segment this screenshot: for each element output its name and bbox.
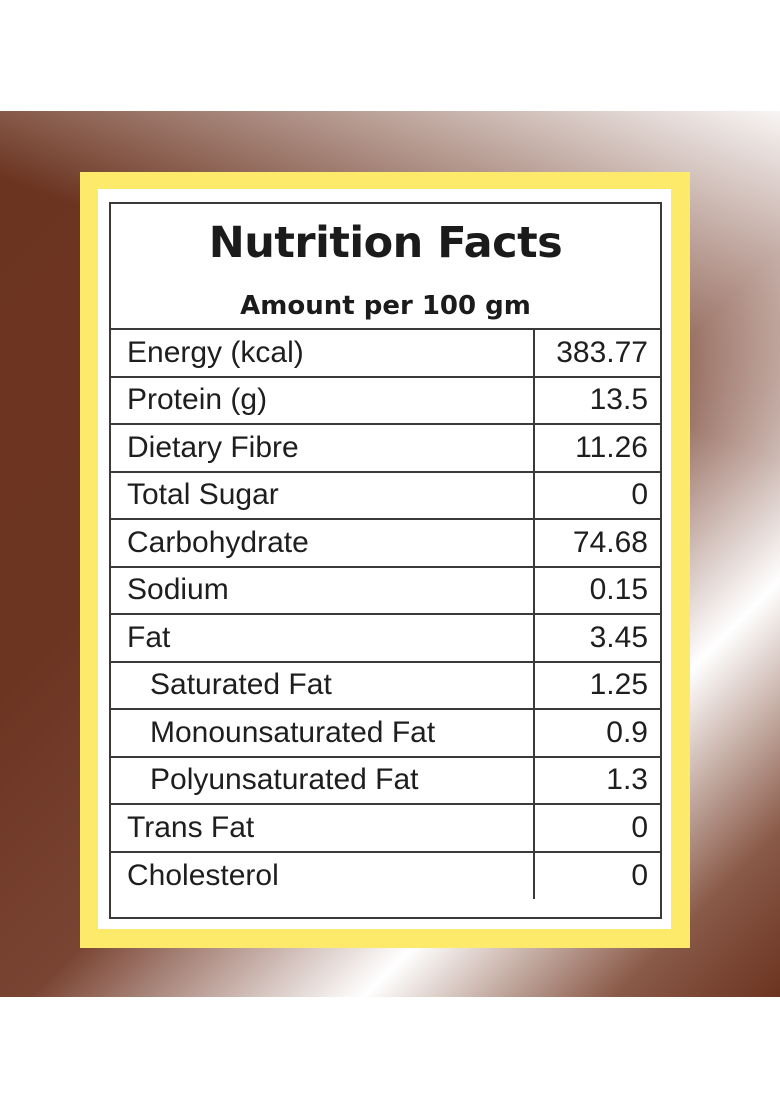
nutrient-name: Carbohydrate — [109, 518, 535, 567]
nutrient-row: Dietary Fibre 11.26 — [109, 423, 662, 472]
nutrient-value: 0 — [534, 803, 662, 852]
nutrient-row: Energy (kcal) 383.77 — [109, 328, 662, 377]
nutrient-row: Monounsaturated Fat 0.9 — [109, 708, 662, 757]
nutrient-value: 11.26 — [534, 423, 662, 472]
nutrient-name: Dietary Fibre — [109, 423, 535, 472]
nutrient-value: 383.77 — [534, 328, 662, 377]
nutrient-name: Total Sugar — [109, 470, 535, 519]
label-title: Nutrition Facts — [208, 218, 563, 268]
nutrient-row: Polyunsaturated Fat 1.3 — [109, 755, 662, 804]
nutrient-name: Fat — [109, 613, 535, 662]
nutrient-row: Protein (g) 13.5 — [109, 375, 662, 424]
nutrient-value: 3.45 — [534, 613, 662, 662]
nutrient-value: 0 — [534, 470, 662, 519]
nutrient-name: Saturated Fat — [109, 660, 535, 709]
nutrient-row: Trans Fat 0 — [109, 803, 662, 852]
nutrient-value: 1.25 — [534, 660, 662, 709]
label-subtitle: Amount per 100 gm — [240, 291, 531, 321]
nutrient-value: 13.5 — [534, 375, 662, 424]
nutrient-row: Sodium 0.15 — [109, 565, 662, 614]
nutrient-table: Energy (kcal) 383.77 Protein (g) 13.5 Di… — [109, 328, 662, 899]
nutrient-name: Monounsaturated Fat — [109, 708, 535, 757]
nutrient-row: Total Sugar 0 — [109, 470, 662, 519]
nutrition-facts-panel: Nutrition Facts Amount per 100 gm Energy… — [109, 202, 662, 919]
nutrient-value: 0.15 — [534, 565, 662, 614]
nutrient-name: Trans Fat — [109, 803, 535, 852]
nutrient-name: Cholesterol — [109, 850, 535, 899]
nutrient-name: Protein (g) — [109, 375, 535, 424]
nutrient-name: Polyunsaturated Fat — [109, 755, 535, 804]
nutrient-value: 0 — [534, 850, 662, 899]
nutrient-row: Cholesterol 0 — [109, 850, 662, 899]
nutrient-value: 74.68 — [534, 518, 662, 567]
nutrient-name: Sodium — [109, 565, 535, 614]
nutrient-name: Energy (kcal) — [109, 328, 535, 377]
nutrient-value: 0.9 — [534, 708, 662, 757]
nutrient-row: Fat 3.45 — [109, 613, 662, 662]
nutrient-row: Carbohydrate 74.68 — [109, 518, 662, 567]
nutrient-row: Saturated Fat 1.25 — [109, 660, 662, 709]
nutrient-value: 1.3 — [534, 755, 662, 804]
